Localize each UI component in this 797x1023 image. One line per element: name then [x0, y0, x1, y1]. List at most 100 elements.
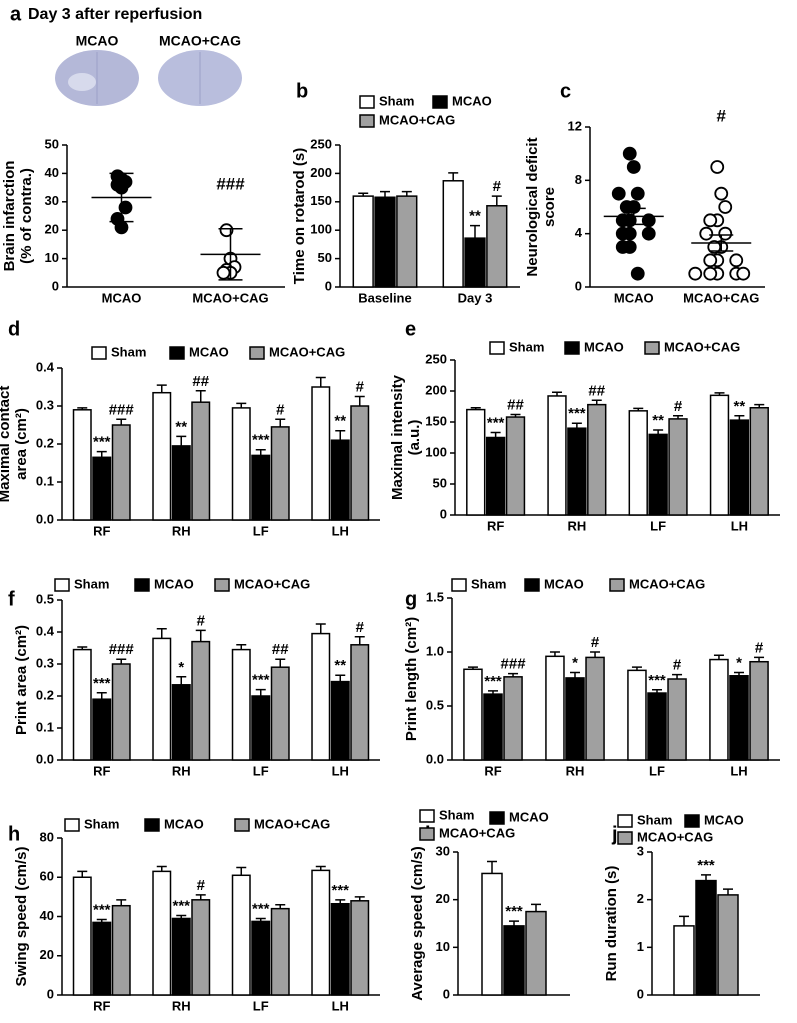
error-bar [448, 172, 459, 181]
data-point [703, 253, 718, 268]
y-tick-label: 1 [637, 939, 644, 954]
legend-label: MCAO [154, 576, 194, 591]
significance-label: *** [331, 882, 349, 899]
error-bar [714, 392, 725, 396]
annotation: # [717, 106, 727, 125]
error-bar [176, 676, 187, 685]
y-tick-label: 20 [40, 947, 54, 962]
panel-letter: f [8, 588, 15, 610]
bar [330, 439, 350, 521]
significance-label: * [736, 654, 742, 671]
error-bar [549, 651, 560, 657]
x-tick-label: LH [731, 518, 748, 533]
y-tick-label: 200 [425, 382, 447, 397]
x-tick-label: RH [172, 523, 191, 538]
error-bar [236, 402, 247, 408]
x-tick-label: MCAO [614, 290, 654, 305]
legend-swatch [144, 818, 160, 832]
y-tick-label: 0 [637, 986, 644, 1001]
error-bar [510, 413, 521, 418]
significance-label: # [197, 612, 206, 629]
bar [567, 427, 587, 516]
bar [270, 907, 290, 996]
panel-letter: c [560, 80, 571, 102]
y-tick-label: 200 [310, 165, 332, 180]
panel-letter: b [296, 80, 308, 102]
error-bar [401, 190, 412, 197]
error-bar [591, 399, 602, 405]
error-bar [734, 415, 745, 421]
y-tick-label: 10 [45, 250, 59, 265]
panel-letter: g [405, 588, 417, 610]
legend-label: Sham [74, 576, 109, 591]
bar [311, 632, 331, 761]
error-bar [236, 644, 247, 650]
y-tick-label: 50 [433, 475, 447, 490]
error-bar [488, 690, 498, 695]
significance-label: * [572, 654, 578, 671]
bar [72, 409, 92, 521]
panel-letter: j [611, 823, 618, 845]
x-tick-label: RH [172, 998, 191, 1013]
y-axis-label: area (cm²) [13, 408, 30, 480]
y-axis-label: Maximal intensity [389, 374, 406, 500]
bar [668, 418, 688, 516]
bar [270, 426, 290, 521]
error-bar [116, 418, 127, 425]
bar [466, 408, 486, 516]
significance-label: *** [697, 857, 715, 874]
significance-label: *** [252, 432, 270, 449]
y-tick-label: 60 [40, 869, 54, 884]
x-tick-label: LF [650, 518, 666, 533]
error-bar [470, 406, 481, 410]
y-axis-label: Brain infarction [1, 161, 18, 272]
bar [191, 640, 211, 761]
bar [171, 917, 191, 996]
error-bar [734, 671, 744, 676]
data-point [710, 160, 725, 174]
significance-label: *** [487, 415, 505, 432]
data-point [718, 226, 733, 241]
legend-swatch [54, 578, 70, 592]
y-tick-label: 3 [637, 843, 644, 858]
error-bar [570, 671, 580, 678]
error-bar [275, 418, 286, 427]
error-bar [156, 865, 167, 872]
bar [171, 684, 191, 761]
legend-swatch [419, 809, 435, 823]
bar [695, 879, 717, 996]
bar [587, 403, 607, 516]
error-bar [236, 866, 247, 876]
y-tick-label: 10 [436, 939, 450, 954]
y-tick-label: 100 [310, 222, 332, 237]
panel-letter: e [405, 318, 416, 340]
x-tick-label: RH [566, 763, 585, 778]
significance-label: * [178, 659, 184, 676]
legend-swatch [684, 814, 700, 828]
bar [749, 660, 769, 761]
y-tick-label: 0.4 [36, 623, 55, 638]
bar [565, 677, 585, 761]
error-bar [195, 894, 206, 900]
error-bar [195, 629, 206, 642]
x-tick-label: LF [253, 998, 269, 1013]
significance-label: ### [109, 401, 135, 418]
error-bar [653, 429, 664, 435]
bar [648, 433, 668, 516]
error-bar [590, 651, 601, 658]
data-point [703, 266, 718, 281]
y-tick-label: 2 [637, 891, 644, 906]
error-bar [77, 407, 88, 410]
error-bar [672, 673, 683, 679]
error-bar [255, 688, 266, 696]
image-label: MCAO [76, 33, 119, 49]
x-tick-label: Baseline [358, 290, 411, 305]
bar [350, 900, 370, 996]
error-bar [713, 654, 724, 660]
bar [647, 692, 667, 761]
legend-swatch [609, 578, 625, 592]
bar [483, 693, 503, 761]
panel-letter: a [10, 3, 22, 25]
y-tick-label: 1.5 [426, 589, 444, 604]
significance-label: ## [272, 641, 289, 658]
